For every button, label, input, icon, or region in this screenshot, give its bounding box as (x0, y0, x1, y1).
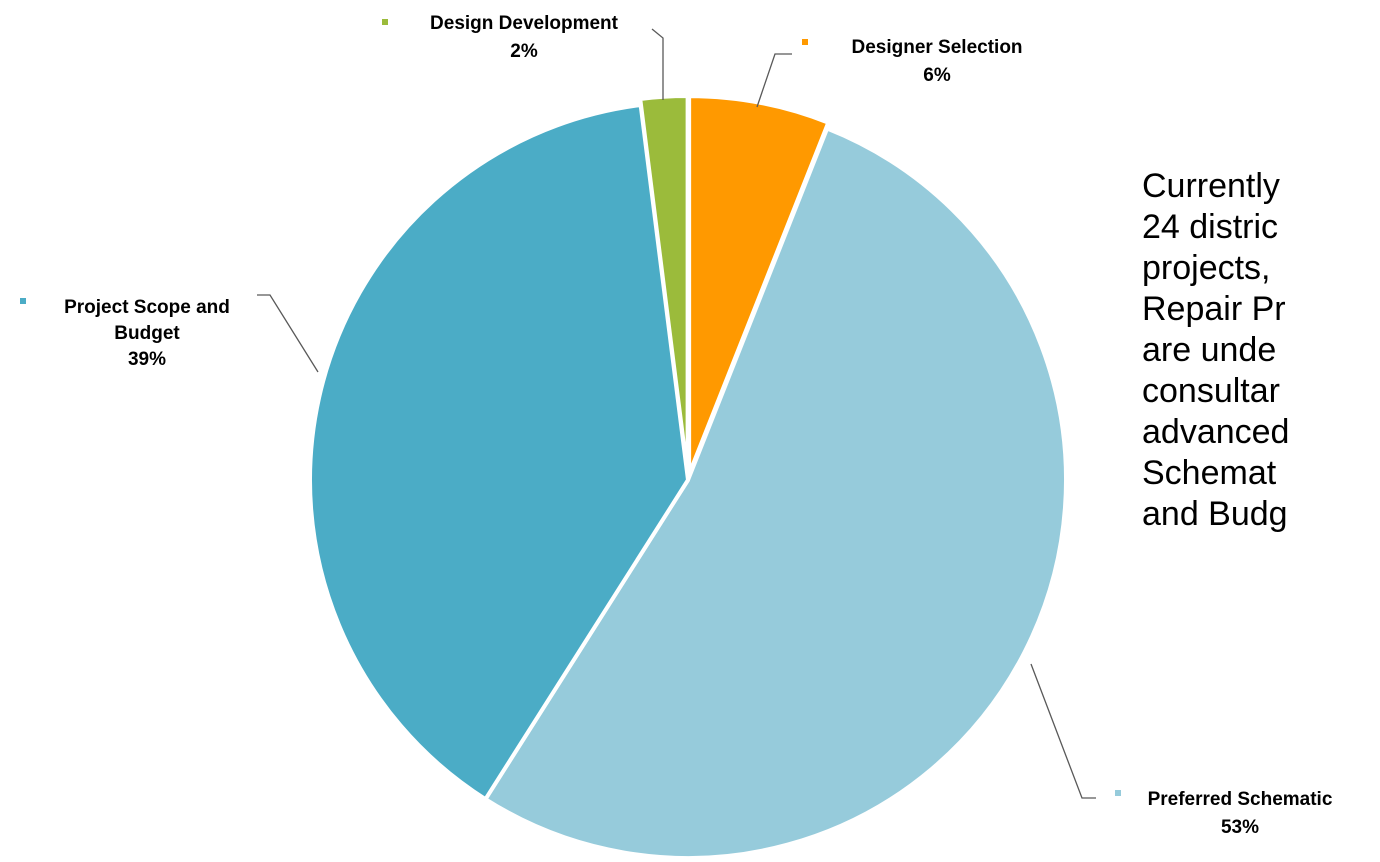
slice-label-percent: 2% (510, 41, 538, 62)
label-marker (802, 39, 808, 45)
label-marker (20, 298, 26, 304)
description-line: and Budg (1142, 495, 1288, 533)
pie-slice-project-scope-and-budget (308, 102, 690, 802)
slice-label-name: Project Scope and (64, 297, 230, 318)
description-line: advanced (1142, 413, 1290, 451)
leader-line (257, 294, 319, 373)
label-marker (382, 19, 388, 25)
slice-label-name: Preferred Schematic (1148, 789, 1333, 810)
description-line: Repair Pr (1142, 290, 1286, 328)
slice-label-percent: 39% (128, 349, 166, 370)
leader-line (651, 28, 664, 100)
slice-label-name: Designer Selection (851, 37, 1022, 58)
description-line: 24 distric (1142, 208, 1279, 246)
slice-label-percent: 6% (923, 65, 951, 86)
description-line: projects, (1142, 249, 1271, 287)
slice-labels: Designer Selection 6% Preferred Schematic 5… (20, 13, 1333, 838)
pie-slice-preferred-schematic (483, 126, 1068, 860)
pie-slice-designer-selection (687, 94, 831, 477)
leader-line (1030, 663, 1096, 799)
pie-slices (308, 94, 1068, 860)
slice-label-name: Design Development (430, 13, 619, 34)
label-marker (1115, 790, 1121, 796)
leader-line (756, 53, 792, 108)
slice-label-percent: 53% (1221, 817, 1259, 838)
pie-slice-design-development (638, 94, 690, 477)
description-line: consultar (1142, 372, 1280, 410)
description-line: Currently (1142, 167, 1280, 205)
leader-lines (257, 28, 1096, 799)
slice-label-name: Budget (114, 323, 180, 344)
description-text: Currently 24 distric projects, Repair Pr… (1142, 166, 1380, 535)
description-line: Schemat (1142, 454, 1277, 492)
description-line: are unde (1142, 331, 1277, 369)
